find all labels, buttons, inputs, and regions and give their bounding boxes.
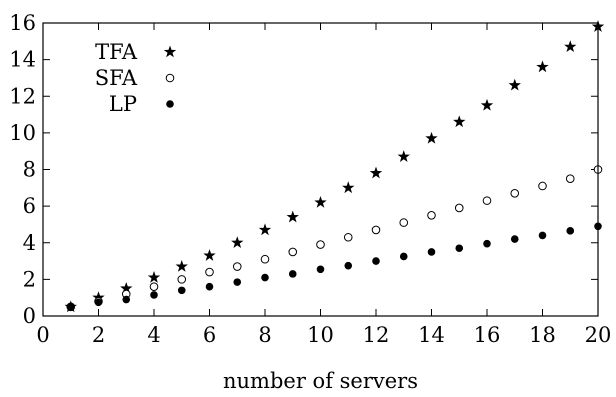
y-tick-label: 8 <box>23 158 36 182</box>
legend-marker-tfa <box>163 45 177 58</box>
point-lp <box>372 257 380 265</box>
point-tfa <box>397 150 410 162</box>
point-sfa <box>316 240 325 249</box>
point-tfa <box>286 210 299 223</box>
point-lp <box>566 227 575 235</box>
point-sfa <box>260 254 270 264</box>
point-sfa <box>343 232 353 242</box>
point-lp <box>150 291 158 299</box>
point-lp <box>233 278 242 286</box>
point-sfa <box>399 218 409 227</box>
legend-marker-lp <box>166 100 174 108</box>
point-lp <box>399 252 408 261</box>
point-lp <box>94 298 103 307</box>
point-tfa <box>203 249 216 261</box>
point-sfa <box>427 210 436 220</box>
x-axis-label: number of servers <box>223 369 418 393</box>
x-tick-label: 8 <box>258 323 271 347</box>
x-tick-label: 20 <box>585 323 612 347</box>
point-lp <box>427 248 436 256</box>
point-sfa <box>482 196 492 205</box>
point-lp <box>344 261 353 270</box>
legend-label-tfa: TFA <box>95 40 138 64</box>
point-tfa <box>508 78 521 91</box>
point-tfa <box>369 166 383 179</box>
point-sfa <box>177 275 187 284</box>
x-tick-label: 18 <box>529 323 556 347</box>
point-tfa <box>425 131 438 144</box>
point-sfa <box>510 189 520 198</box>
x-axis-ticks: 0 2 4 6 8 10 12 14 16 18 20 <box>36 23 611 347</box>
y-axis-ticks: 0 2 4 6 8 10 12 14 16 <box>9 11 598 328</box>
point-tfa <box>480 98 494 111</box>
point-sfa <box>149 282 159 292</box>
x-tick-label: 10 <box>307 323 334 347</box>
point-tfa <box>258 223 272 236</box>
point-sfa <box>371 225 381 235</box>
point-sfa <box>232 262 242 271</box>
point-sfa <box>538 181 547 191</box>
point-tfa <box>231 236 244 249</box>
point-lp <box>205 282 214 291</box>
x-tick-label: 2 <box>92 323 105 347</box>
x-tick-label: 16 <box>474 323 501 347</box>
point-lp <box>288 270 297 278</box>
point-tfa <box>342 181 355 194</box>
y-tick-label: 16 <box>9 11 36 35</box>
series-sfa <box>66 165 603 312</box>
point-tfa <box>564 40 577 53</box>
point-lp <box>122 295 131 304</box>
point-tfa <box>453 115 466 128</box>
point-lp <box>66 303 75 311</box>
y-tick-label: 4 <box>23 231 36 255</box>
point-lp <box>316 265 325 274</box>
x-tick-label: 4 <box>147 323 160 347</box>
point-tfa <box>120 282 133 294</box>
point-sfa <box>288 247 298 257</box>
point-tfa <box>536 60 549 73</box>
x-tick-label: 12 <box>363 323 390 347</box>
point-sfa <box>454 203 464 213</box>
y-tick-label: 0 <box>23 304 36 328</box>
point-sfa <box>205 267 214 277</box>
point-tfa <box>147 271 161 283</box>
point-tfa <box>314 195 327 208</box>
y-tick-label: 2 <box>23 267 36 291</box>
y-tick-label: 10 <box>9 121 36 145</box>
plot-frame <box>42 22 599 317</box>
legend-label-lp: LP <box>109 92 137 116</box>
series-lp <box>66 222 602 311</box>
point-lp <box>483 239 491 248</box>
y-tick-label: 6 <box>23 194 36 218</box>
x-tick-label: 14 <box>418 323 445 347</box>
data-points <box>64 20 605 313</box>
point-sfa <box>565 174 575 183</box>
x-tick-label: 0 <box>36 323 49 347</box>
y-tick-label: 12 <box>9 84 36 108</box>
point-lp <box>177 286 186 295</box>
point-tfa <box>175 260 188 272</box>
point-lp <box>538 231 547 240</box>
point-lp <box>261 273 269 282</box>
point-lp <box>510 235 519 243</box>
point-lp <box>455 244 464 253</box>
x-tick-label: 6 <box>203 323 216 347</box>
legend-marker-sfa <box>165 73 175 83</box>
y-tick-label: 14 <box>9 48 36 72</box>
legend-label-sfa: SFA <box>95 66 138 90</box>
